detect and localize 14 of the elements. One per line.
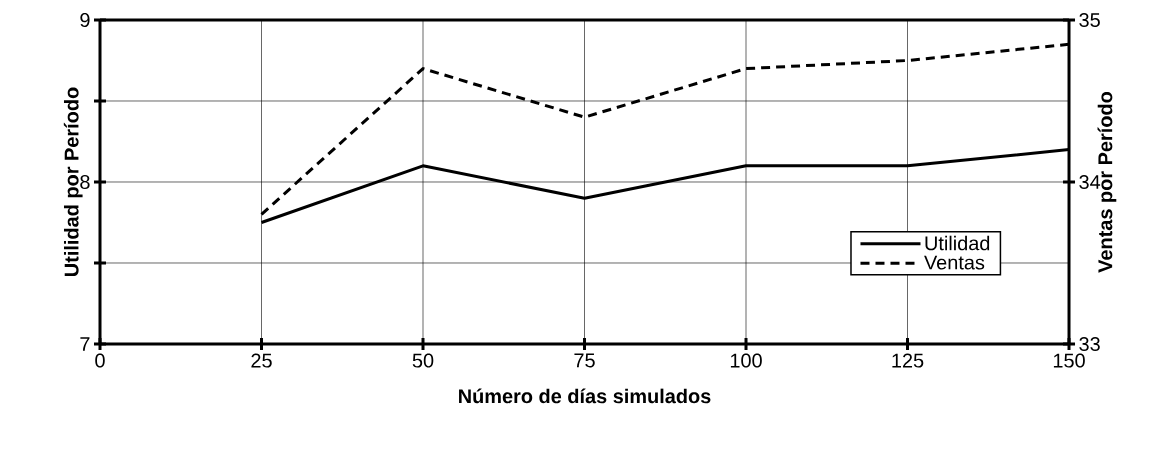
x-tick-label: 0 xyxy=(95,353,105,368)
x-tick-label: 100 xyxy=(730,353,762,368)
x-tick-label: 75 xyxy=(574,353,595,368)
x-tick-label: 25 xyxy=(251,353,272,368)
y-tick-label: 7 xyxy=(80,337,90,351)
x-axis-title: Número de días simulados xyxy=(459,388,711,404)
x-tick-label: 125 xyxy=(892,353,924,368)
y-tick-label: 9 xyxy=(80,12,90,28)
y2-tick-label: 35 xyxy=(1079,12,1100,28)
legend-label: Utilidad xyxy=(925,235,990,251)
x-tick-label: 50 xyxy=(412,353,434,368)
x-tick-label: 150 xyxy=(1053,353,1085,368)
legend-label: Ventas xyxy=(924,255,985,270)
y2-tick-label: 33 xyxy=(1079,336,1100,352)
